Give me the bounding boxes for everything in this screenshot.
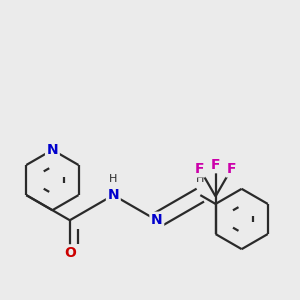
Text: O: O xyxy=(64,246,76,260)
Text: F: F xyxy=(211,158,220,172)
Text: F: F xyxy=(195,162,205,176)
Text: N: N xyxy=(46,143,58,157)
Text: N: N xyxy=(107,188,119,202)
Text: F: F xyxy=(226,162,236,176)
Text: H: H xyxy=(109,174,118,184)
Text: H: H xyxy=(196,174,205,184)
Text: N: N xyxy=(151,213,163,227)
